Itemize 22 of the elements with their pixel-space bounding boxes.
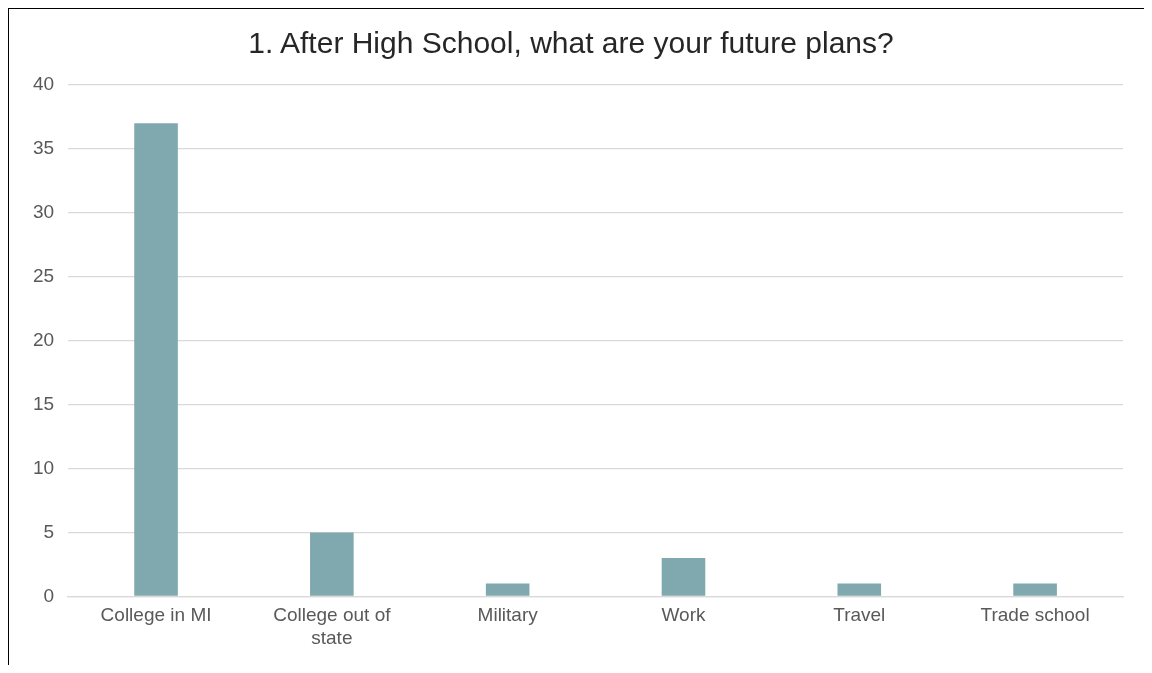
y-tick-label: 30	[32, 201, 55, 223]
x-tick-label: College in MI	[100, 604, 212, 626]
x-tick-label: College out of state	[273, 604, 392, 648]
x-tick-label: Travel	[833, 604, 886, 626]
bar	[485, 583, 530, 596]
x-tick-label: Work	[661, 604, 706, 626]
y-tick-label: 5	[43, 520, 55, 542]
bar	[1013, 583, 1057, 596]
x-tick-label: Trade school	[980, 604, 1090, 626]
y-tick-label: 20	[32, 328, 55, 350]
y-tick-label: 40	[32, 73, 55, 95]
y-tick-label: 35	[32, 137, 55, 159]
y-tick-label: 15	[32, 392, 55, 414]
x-tick-label: Military	[477, 604, 539, 626]
y-tick-label: 0	[43, 584, 55, 606]
y-tick-label: 25	[32, 265, 55, 287]
bar	[310, 532, 354, 596]
chart-title: 1. After High School, what are your future plans?	[248, 26, 894, 60]
y-tick-label: 10	[32, 456, 55, 478]
bar	[661, 558, 706, 596]
bar	[134, 123, 178, 596]
bar	[837, 583, 882, 596]
